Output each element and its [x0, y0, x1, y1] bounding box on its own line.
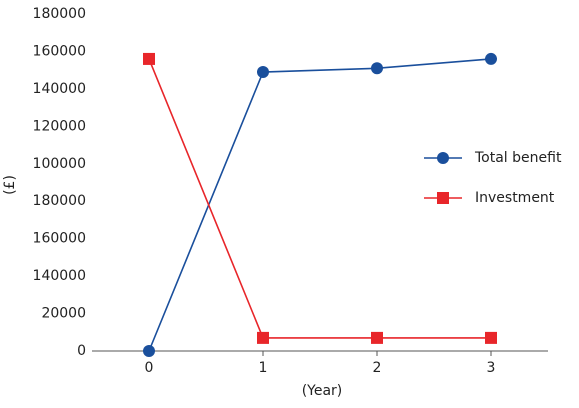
y-tick-label: 140000 [33, 268, 86, 284]
y-tick-label: 20000 [41, 306, 86, 322]
series-line [148, 58, 491, 339]
legend-label: Investment [475, 190, 555, 206]
x-tick-label: 1 [259, 360, 268, 376]
x-tick-label: 2 [373, 360, 382, 376]
y-tick-label: 120000 [33, 118, 86, 134]
y-tick-label: 160000 [33, 43, 86, 59]
y-tick-label: 160000 [33, 231, 86, 247]
x-axis-label: (Year) [302, 383, 343, 399]
legend-marker [437, 192, 449, 204]
marker [485, 331, 497, 344]
y-tick-label: 100000 [33, 156, 86, 172]
series-line [148, 58, 492, 352]
marker [143, 52, 155, 65]
y-axis-label: (£) [2, 175, 18, 195]
x-tick-label: 0 [145, 360, 154, 376]
legend-marker [437, 152, 449, 164]
y-tick-label: 0 [77, 343, 86, 359]
y-tick-label: 140000 [33, 81, 86, 97]
marker [371, 331, 383, 344]
marker [371, 62, 383, 75]
y-tick-label: 180000 [33, 6, 86, 22]
marker [143, 345, 155, 357]
marker [257, 66, 269, 79]
x-tick-label: 3 [487, 360, 496, 376]
legend-label: Total benefit [474, 150, 562, 166]
marker [257, 331, 269, 344]
y-tick-label: 180000 [33, 193, 86, 209]
marker [485, 52, 497, 65]
